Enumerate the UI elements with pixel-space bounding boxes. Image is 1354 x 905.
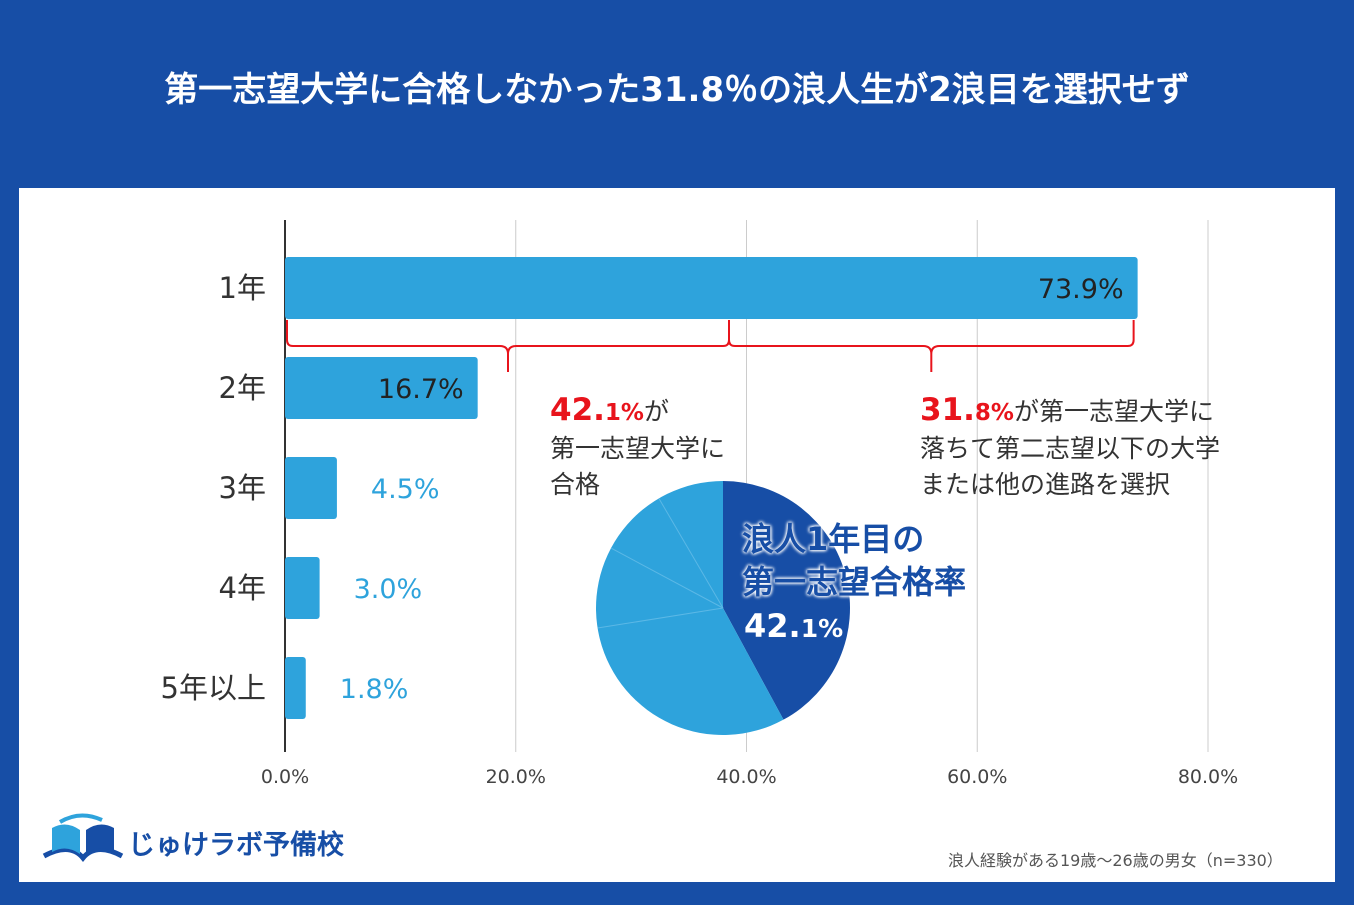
- annotation-failed-value: 31.: [920, 392, 975, 428]
- pie-divider: [597, 607, 724, 629]
- category-label: 2年: [219, 371, 266, 405]
- pie-title: 浪人1年目の 第一志望合格率: [742, 518, 966, 604]
- category-label: 4年: [219, 571, 266, 605]
- bar: [285, 257, 1138, 319]
- bar: [285, 657, 306, 719]
- category-label: 5年以上: [161, 671, 266, 705]
- data-label: 1.8%: [340, 674, 409, 705]
- data-label: 4.5%: [371, 474, 440, 505]
- pie-slice: [723, 481, 850, 720]
- x-tick-label: 60.0%: [947, 766, 1007, 788]
- data-label: 3.0%: [354, 574, 423, 605]
- category-label: 3年: [219, 471, 266, 505]
- x-tick-label: 80.0%: [1178, 766, 1238, 788]
- pie-divider: [658, 498, 724, 609]
- pie-title-line2: 第一志望合格率: [742, 563, 967, 601]
- bar: [285, 357, 478, 419]
- data-label: 16.7%: [378, 374, 464, 405]
- annotation-failed: 31.8%が第一志望大学に 落ちて第二志望以下の大学 または他の進路を選択: [920, 392, 1220, 503]
- pie-slice: [595, 481, 784, 736]
- pie-title-line1: 浪人1年目の: [742, 520, 925, 558]
- bracket: [728, 320, 1135, 372]
- pie-value-label: 42.1%: [744, 607, 843, 645]
- chart-title: 第一志望大学に合格しなかった31.8％の浪人生が2浪目を選択せず: [164, 70, 1190, 110]
- annotation-passed-suffix: が: [643, 397, 669, 426]
- annotation-failed-value-sub: 8%: [974, 400, 1014, 426]
- annotation-passed-line2: 第一志望大学に: [550, 434, 726, 463]
- pie-value-sub: 1%: [800, 614, 844, 643]
- pie-value-main: 42.: [744, 607, 801, 645]
- x-tick-label: 0.0%: [261, 766, 309, 788]
- data-label: 73.9%: [1038, 274, 1124, 305]
- bar: [285, 557, 320, 619]
- annotation-passed-value: 42.: [550, 392, 605, 428]
- x-tick-label: 20.0%: [486, 766, 546, 788]
- logo-text: じゅけラボ予備校: [128, 830, 344, 861]
- book-icon: [42, 813, 124, 862]
- pie-divider: [610, 547, 724, 609]
- x-tick-label: 40.0%: [716, 766, 776, 788]
- annotation-failed-line3: または他の進路を選択: [920, 470, 1171, 499]
- category-label: 1年: [219, 271, 266, 305]
- annotation-passed: 42.1%が 第一志望大学に 合格: [550, 392, 725, 503]
- bar: [285, 457, 337, 519]
- annotation-failed-line2: 落ちて第二志望以下の大学: [920, 434, 1221, 463]
- footnote: 浪人経験がある19歳〜26歳の男女（n=330）: [948, 851, 1283, 870]
- annotation-failed-line1: が第一志望大学に: [1013, 397, 1214, 426]
- annotation-passed-value-sub: 1%: [604, 400, 644, 426]
- annotation-passed-line3: 合格: [550, 470, 601, 499]
